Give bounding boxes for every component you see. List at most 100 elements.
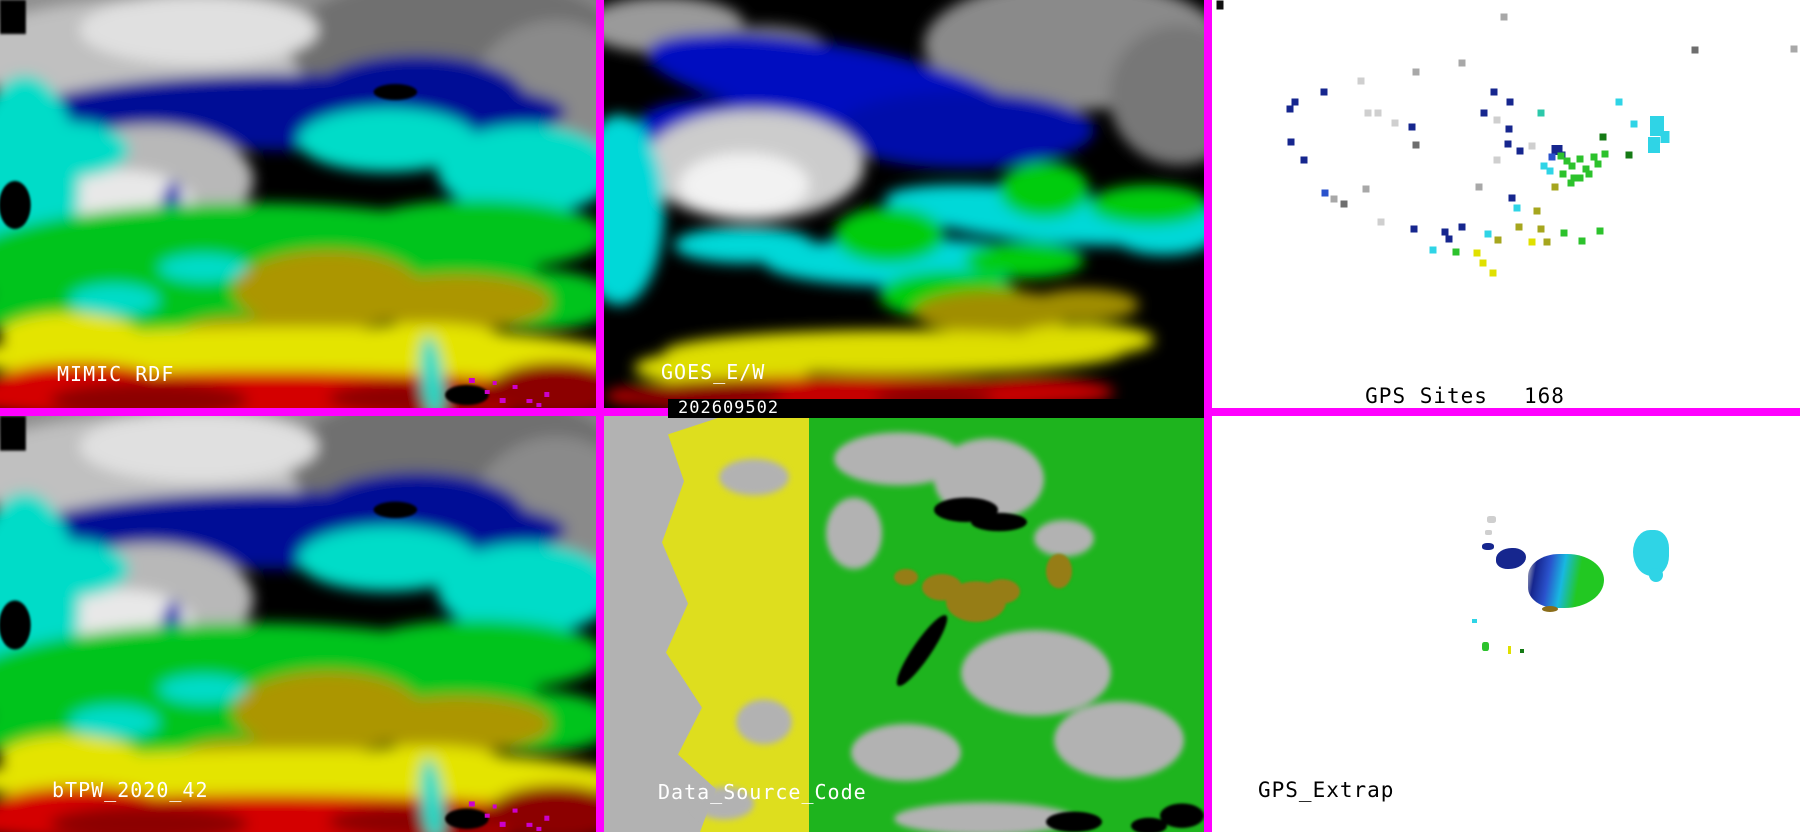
gps-site-dot xyxy=(1515,223,1523,231)
gps-site-dot xyxy=(1484,230,1492,238)
timestamp-text: 202609502 xyxy=(678,398,780,418)
gps-site-dot xyxy=(1441,228,1449,236)
gps-site-dot xyxy=(1362,185,1370,193)
gps-extrap-patch xyxy=(1481,641,1489,651)
panel-btpw: bTPW_2020_42 xyxy=(0,416,596,832)
gps-extrap-patch xyxy=(1542,605,1559,612)
gps-site-dot xyxy=(1557,152,1565,160)
gps-site-dot xyxy=(1321,189,1329,197)
panel-label-goes-ew: GOES_E/W xyxy=(661,360,766,384)
gps-site-dot xyxy=(1513,204,1521,212)
panel-label-gps-sites: GPS Sites 168 xyxy=(1256,360,1565,408)
panel-label-data-source-code: Data_Source_Code xyxy=(658,780,867,804)
gps-site-dot xyxy=(1630,120,1638,128)
panel-goes-ew: GOES_E/W xyxy=(604,0,1204,408)
panel-label-mimic-rdf: MIMIC RDF xyxy=(57,362,175,386)
gps-site-dot xyxy=(1537,225,1545,233)
gps-site-dot xyxy=(1320,88,1328,96)
gps-site-dot xyxy=(1489,269,1497,277)
gps-extrap-patch xyxy=(1482,542,1495,550)
gps-site-dot xyxy=(1551,145,1563,156)
panel-data-source-code: Data_Source_Code xyxy=(604,416,1204,832)
gps-site-dot xyxy=(1480,109,1488,117)
gps-site-dot xyxy=(1494,236,1502,244)
panel-label-btpw: bTPW_2020_42 xyxy=(52,778,209,802)
gps-site-dot xyxy=(1508,194,1516,202)
gps-site-dot xyxy=(1291,98,1299,106)
gps-site-dot xyxy=(1429,246,1437,254)
gps-site-dot xyxy=(1660,130,1670,143)
panel-gps-sites: GPS Sites 168 xyxy=(1212,0,1800,408)
gps-site-dot xyxy=(1445,235,1453,243)
gps-site-dot xyxy=(1537,109,1545,117)
gps-extrap-patch xyxy=(1649,567,1664,582)
gps-site-dot xyxy=(1505,125,1513,133)
gps-site-dot xyxy=(1551,183,1559,191)
gps-site-dot xyxy=(1576,155,1584,163)
gps-site-dot xyxy=(1578,237,1586,245)
gps-site-dot xyxy=(1691,46,1699,54)
gps-extrap-patch xyxy=(1496,548,1526,570)
gps-site-dot xyxy=(1790,45,1798,53)
gps-extrap-patch xyxy=(1487,515,1497,523)
gps-site-dot xyxy=(1528,238,1536,246)
gps-sites-dot-layer xyxy=(1212,0,1800,408)
gps-site-dot xyxy=(1548,153,1556,161)
gps-extrap-patch xyxy=(1472,619,1478,623)
gps-site-dot xyxy=(1286,105,1294,113)
mimic-rdf-imagery xyxy=(0,0,596,408)
gps-site-dot xyxy=(1458,223,1466,231)
gps-site-dot xyxy=(1596,227,1604,235)
gps-site-dot xyxy=(1546,167,1554,175)
gps-extrap-patch xyxy=(1528,554,1605,609)
gps-site-dot xyxy=(1649,116,1664,137)
gps-extrap-patch xyxy=(1484,530,1492,536)
data-source-code-imagery xyxy=(604,416,1204,832)
gps-site-dot xyxy=(1330,195,1338,203)
gps-site-dot xyxy=(1391,119,1399,127)
gps-site-dot xyxy=(1493,116,1501,124)
gps-site-dot xyxy=(1585,170,1593,178)
gps-site-dot xyxy=(1567,179,1575,187)
goes-ew-imagery xyxy=(604,0,1204,408)
gps-site-dot xyxy=(1473,249,1481,257)
gps-site-dot xyxy=(1560,229,1568,237)
gps-site-dot xyxy=(1340,200,1348,208)
gps-site-dot xyxy=(1287,138,1295,146)
gps-site-dot xyxy=(1364,109,1372,117)
gps-site-dot xyxy=(1625,151,1633,159)
gps-site-dot xyxy=(1601,150,1609,158)
gps-site-dot xyxy=(1582,165,1590,172)
gps-site-dot xyxy=(1490,88,1498,96)
gps-site-dot xyxy=(1479,259,1487,267)
gps-site-dot xyxy=(1216,0,1224,10)
gps-sites-label-text: GPS Sites xyxy=(1365,384,1488,408)
gps-site-dot xyxy=(1563,157,1571,165)
gps-site-dot xyxy=(1475,183,1483,191)
gps-site-dot xyxy=(1504,140,1512,148)
btpw-imagery xyxy=(0,416,596,832)
gps-site-dot xyxy=(1570,174,1578,182)
gps-site-dot xyxy=(1590,153,1598,161)
gps-site-dot xyxy=(1357,77,1365,85)
gps-site-dot xyxy=(1648,136,1661,153)
gps-site-dot xyxy=(1452,248,1460,256)
gps-site-dot xyxy=(1412,141,1420,149)
panel-gps-extrap: GPS_Extrap xyxy=(1212,416,1800,832)
panel-label-gps-extrap: GPS_Extrap xyxy=(1258,778,1395,802)
gps-site-dot xyxy=(1374,109,1382,117)
gps-site-dot xyxy=(1408,123,1416,131)
gps-site-dot xyxy=(1412,68,1420,76)
gps-site-dot xyxy=(1300,156,1308,164)
gps-sites-count: 168 xyxy=(1523,384,1565,408)
gps-site-dot xyxy=(1543,238,1551,246)
gps-site-dot xyxy=(1377,218,1385,226)
gps-site-dot xyxy=(1516,147,1524,155)
gps-site-dot xyxy=(1559,170,1567,178)
gps-site-dot xyxy=(1410,225,1418,233)
gps-site-dot xyxy=(1540,162,1548,170)
timestamp-bar: 202609502 xyxy=(668,399,1204,418)
gps-site-dot xyxy=(1615,98,1623,106)
